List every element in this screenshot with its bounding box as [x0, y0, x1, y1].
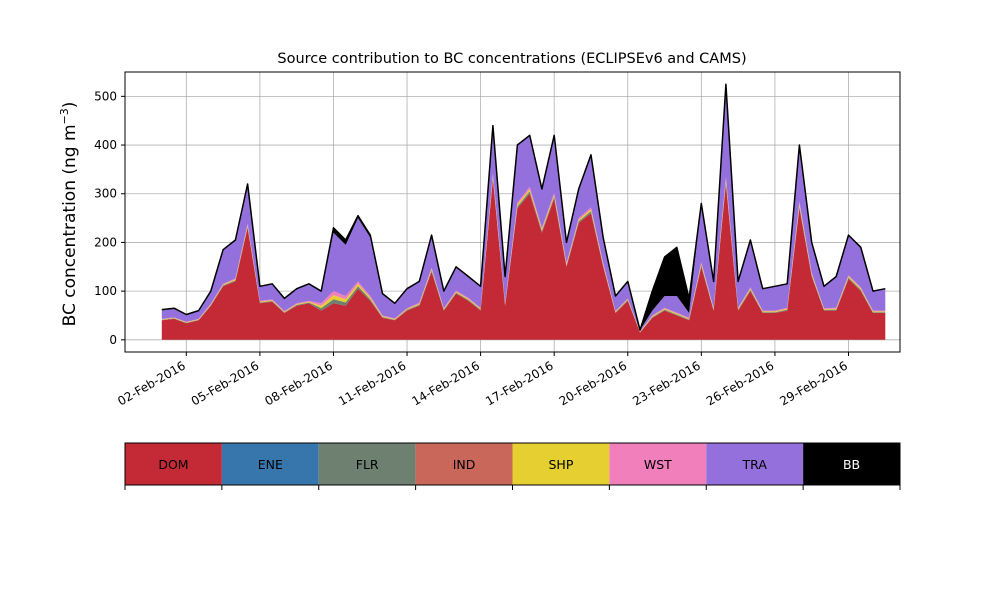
area-dom	[161, 179, 886, 340]
x-tick-label: 26-Feb-2016	[704, 358, 777, 408]
x-tick-label: 17-Feb-2016	[483, 358, 556, 408]
legend-swatch-dom	[125, 443, 222, 485]
y-axis-label: BC concentration (ng m−3)	[58, 102, 80, 327]
x-tick-label: 23-Feb-2016	[630, 358, 703, 408]
plot-frame	[124, 71, 901, 353]
legend-swatch-ene	[221, 443, 319, 485]
x-tick-label: 02-Feb-2016	[115, 358, 188, 408]
y-tick-label: 400	[94, 138, 117, 152]
y-tick-label: 300	[94, 187, 117, 201]
legend-label-ene: ENE	[258, 457, 283, 472]
legend-label-shp: SHP	[549, 457, 574, 472]
x-tick-label: 14-Feb-2016	[410, 358, 483, 408]
x-tick-label: 29-Feb-2016	[777, 358, 850, 408]
legend-colorbar: DOM ENE FLR IND SHP WST TRA BB	[124, 442, 901, 490]
chart-title: Source contribution to BC concentrations…	[277, 51, 746, 67]
x-tick-label: 11-Feb-2016	[336, 358, 409, 408]
legend-label-ind: IND	[453, 457, 476, 472]
legend-label-bb: BB	[843, 457, 860, 472]
legend-label-wst: WST	[644, 457, 672, 472]
area-tra	[161, 84, 886, 332]
legend-swatch-ind	[415, 443, 513, 485]
legend-swatch-tra	[706, 443, 804, 485]
y-tick-label: 500	[94, 89, 117, 103]
legend-swatch-shp	[512, 443, 610, 485]
y-tick-label: 100	[94, 284, 117, 298]
total-line	[161, 83, 886, 331]
y-tick-label: 0	[109, 333, 117, 347]
x-tick-label: 05-Feb-2016	[189, 358, 262, 408]
legend-swatch-flr	[318, 443, 416, 485]
legend-label-tra: TRA	[742, 457, 768, 472]
legend-swatch-bb	[803, 443, 900, 485]
stacked-areas	[161, 83, 886, 340]
legend-swatch-wst	[609, 443, 707, 485]
x-tick-label: 08-Feb-2016	[262, 358, 335, 408]
x-tick-label: 20-Feb-2016	[557, 358, 630, 408]
y-tick-label: 200	[94, 235, 117, 249]
legend-label-dom: DOM	[158, 457, 188, 472]
legend-label-flr: FLR	[356, 457, 379, 472]
